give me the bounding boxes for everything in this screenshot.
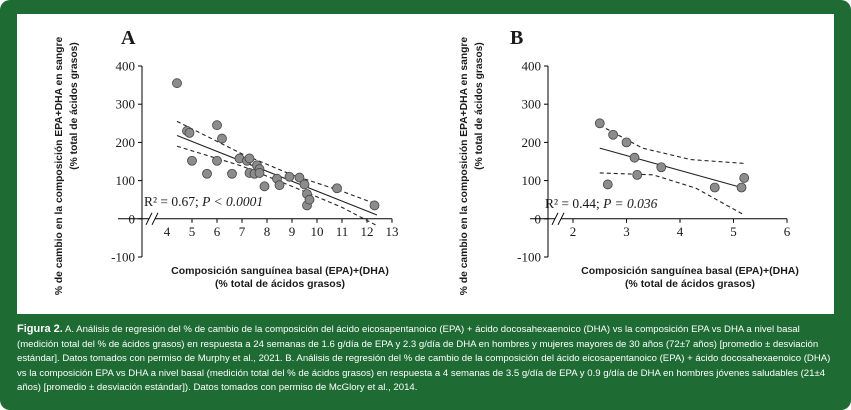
chart-a-annotation-r2: R² = 0.67; [144,194,202,209]
chart-b-ci-upper [599,124,745,164]
chart-b-data-point [656,162,667,173]
caption-label: Figura 2. [17,323,63,335]
chart-a-x-label-line2: (% total de ácidos grasos) [215,278,345,290]
chart-a-data-point [254,168,265,178]
chart-a-data-point [212,120,222,131]
chart-b-x-label-line1: Composición sanguínea basal (EPA)+(DHA) [581,265,799,277]
chart-b-x-label-line2: (% total de ácidos grasos) [625,278,755,290]
chart-b-data-point [602,179,613,190]
chart-a-x-label-line1: Composición sanguínea basal (EPA)+(DHA) [171,265,389,277]
chart-a-data-point [369,200,380,211]
chart-b-y-label-line2: (% total de ácidos grasos) [474,42,485,170]
chart-a-data-point [217,133,227,144]
chart-b-x-tick-label: 2 [570,224,577,239]
chart-b-y-tick-label: 200 [522,135,542,150]
chart-b-data-point [621,137,632,148]
chart-a-data-point [187,155,197,166]
caption-text: A. Análisis de regresión del % de cambio… [17,324,831,393]
chart-a-data-point [299,179,310,190]
chart-a-panel-label: A [121,27,136,49]
chart-a-y-label-line1: % de cambio en la composición EPA+DHA en… [54,37,65,296]
chart-a-data-point [274,180,285,191]
chart-b-regression-line [599,147,745,189]
chart-a-x-tick-label: 5 [189,224,196,239]
chart-a-x-tick-label: 13 [386,224,399,239]
chart-b-data-point [709,182,720,193]
chart-a-annotation: R² = 0.67; P < 0.0001 [144,194,263,209]
chart-b-annotation-r2: R² = 0.44; [545,196,603,211]
chart-b-annotation: R² = 0.44; P = 0.036 [545,196,658,211]
chart-a-y-tick-label: 300 [116,97,136,112]
chart-b-data-point [736,182,747,193]
chart-a-data-point [259,181,270,192]
chart-b-axis-break-mark [551,212,559,226]
chart-b-y-tick-label: 400 [522,59,542,74]
chart-a-x-tick-label: 4 [164,224,171,239]
chart-a-y-tick-label: -100 [111,250,135,265]
chart-b-y-tick-label: 100 [522,173,542,188]
chart-a-data-point [304,194,315,205]
chart-a-x-tick-label: 11 [336,224,349,239]
chart-a-y-tick-label: 100 [116,173,136,188]
chart-a-data-point [227,168,237,179]
chart-a-data-point [172,78,182,89]
chart-a-data-point [332,183,342,194]
chart-b-data-point [739,173,750,183]
chart-b-data-point [629,152,640,163]
chart-a-y-label-line2: (% total de ácidos grasos) [69,42,80,170]
figure-caption: Figura 2. A. Análisis de regresión del %… [17,322,834,396]
chart-a-ci-upper [176,120,378,205]
chart-a-x-tick-label: 9 [289,224,296,239]
chart-b-data-point [594,118,605,129]
chart-a-data-point [202,168,212,179]
chart-a-axis-break-mark [145,212,153,226]
chart-b-panel-label: B [510,27,523,49]
chart-a-x-tick-label: 12 [361,224,374,239]
chart-b-x-tick-label: 3 [623,224,630,239]
chart-b-data-point [608,129,619,140]
chart-b-data-point [632,169,643,180]
chart-a-x-tick-label: 7 [239,224,246,239]
chart-a-data-point [212,155,222,166]
chart-b-x-tick-label: 5 [730,224,737,239]
chart-a-data-point [284,171,295,182]
chart-b-x-tick-label: 6 [784,224,791,239]
chart-b-y-label-line1: % de cambio en la composición EPA+DHA en… [459,37,470,296]
chart-a-x-tick-label: 10 [311,224,324,239]
chart-a-data-point [294,172,305,183]
chart-b-x-tick-label: 4 [677,224,684,239]
chart-b-y-tick-label: -100 [517,250,541,265]
chart-a-annotation-p: P < 0.0001 [201,194,263,209]
chart-a-y-tick-label: 200 [116,135,136,150]
chart-a-x-tick-label: 6 [214,224,221,239]
chart-a-x-tick-label: 8 [264,224,271,239]
chart-b-y-tick-label: 300 [522,97,542,112]
chart-panel: A -100 0 100 200 300 400 4 5 6 7 8 9 10 11 12 13 Composic… [17,14,834,314]
chart-a-y-tick-label: 400 [116,59,136,74]
chart-b-annotation-p: P = 0.036 [602,196,657,211]
chart-a-data-point [184,127,195,138]
chart-a-data-point [244,153,255,164]
